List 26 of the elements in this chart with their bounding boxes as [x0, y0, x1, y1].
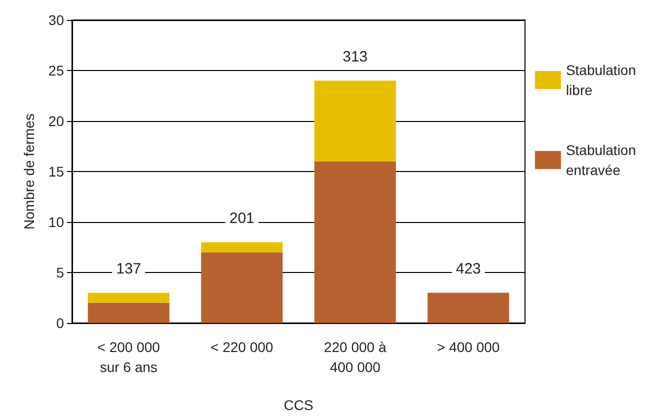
- annotation: 201: [229, 210, 254, 228]
- annotation: 137: [116, 260, 142, 278]
- y-tick-label: 25: [48, 62, 64, 78]
- y-tick-label: 15: [48, 164, 64, 180]
- bar: [201, 242, 283, 252]
- x-axis-title: CCS: [284, 397, 314, 413]
- y-tick-label: 0: [56, 315, 64, 331]
- annotation: 423: [456, 260, 481, 278]
- x-tick-label: 220 000 à 400 000: [324, 339, 386, 375]
- bar: [314, 161, 396, 323]
- bar: [314, 80, 396, 162]
- legend-label: Stabulation entravée: [566, 142, 636, 178]
- y-tick-label: 30: [48, 12, 64, 28]
- bar: [88, 292, 170, 303]
- bar: [88, 302, 170, 323]
- y-axis-title: Nombre de fermes: [21, 114, 37, 230]
- bar: [428, 292, 510, 323]
- x-tick-label: > 400 000: [437, 339, 500, 355]
- bar: [201, 252, 283, 323]
- y-tick-label: 20: [48, 113, 64, 129]
- x-tick-label: < 200 000 sur 6 ans: [97, 339, 160, 375]
- y-tick-label: 5: [56, 264, 64, 280]
- y-tick-label: 10: [48, 214, 64, 230]
- legend-label: Stabulation libre: [566, 62, 636, 98]
- x-tick-label: < 220 000: [210, 339, 274, 355]
- annotation: 313: [342, 48, 368, 66]
